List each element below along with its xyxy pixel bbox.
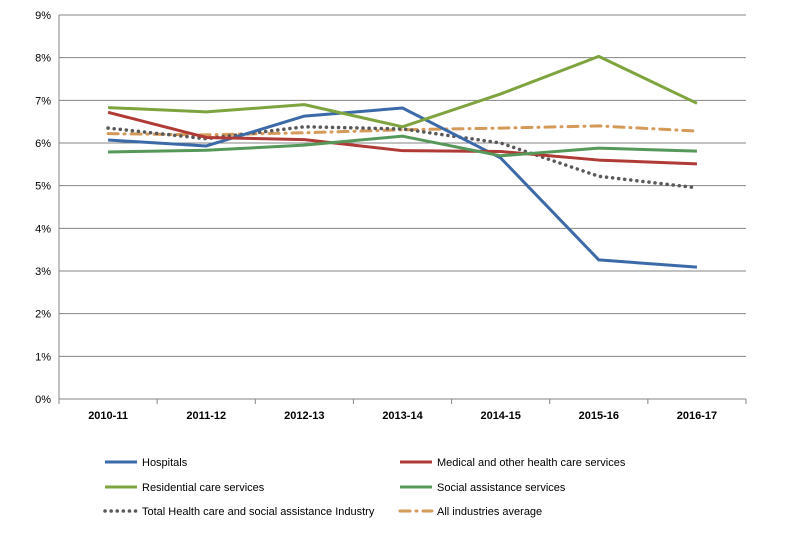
- legend-label: Residential care services: [142, 482, 265, 494]
- legend-item: Social assistance services: [400, 482, 566, 494]
- y-tick-label: 3%: [35, 266, 51, 278]
- legend-item: Medical and other health care services: [400, 457, 626, 469]
- data-point: [597, 55, 600, 58]
- y-tick-label: 2%: [35, 309, 51, 321]
- data-point: [499, 154, 502, 157]
- x-tick-label: 2016-17: [677, 410, 717, 422]
- y-axis-ticks: 0% 1% 2% 3% 4% 5% 6% 7% 8% 9%: [35, 10, 51, 406]
- legend-label: Hospitals: [142, 457, 188, 469]
- x-axis-ticks: 2010-11 2011-12 2012-13 2013-14 2014-15 2015-…: [88, 410, 717, 422]
- data-point: [695, 266, 698, 269]
- data-point: [107, 139, 110, 142]
- data-point: [303, 115, 306, 118]
- data-point: [303, 144, 306, 147]
- data-point: [303, 125, 306, 128]
- data-point: [597, 175, 600, 178]
- data-point: [499, 150, 502, 153]
- data-point: [303, 103, 306, 106]
- x-tick-label: 2015-16: [579, 410, 619, 422]
- x-tick-label: 2012-13: [284, 410, 324, 422]
- legend-label: Social assistance services: [437, 482, 566, 494]
- x-tick-label: 2011-12: [186, 410, 226, 422]
- legend-item: Residential care services: [105, 482, 265, 494]
- y-tick-label: 4%: [35, 223, 51, 235]
- legend-label: All industries average: [437, 506, 542, 518]
- data-point: [695, 102, 698, 105]
- y-tick-label: 8%: [35, 53, 51, 65]
- y-tick-label: 5%: [35, 181, 51, 193]
- data-point: [597, 258, 600, 261]
- data-point: [107, 150, 110, 153]
- legend: Hospitals Medical and other health care s…: [103, 457, 626, 518]
- legend-item: Hospitals: [105, 457, 188, 469]
- data-point: [401, 135, 404, 138]
- y-tick-label: 9%: [35, 10, 51, 22]
- series-line-3: [108, 134, 697, 158]
- data-point: [499, 92, 502, 95]
- data-point: [303, 138, 306, 141]
- y-tick-label: 7%: [35, 95, 51, 107]
- legend-label: Total Health care and social assistance …: [142, 506, 375, 518]
- data-point: [107, 132, 110, 135]
- y-tick-label: 6%: [35, 138, 51, 150]
- series-line-0: [107, 106, 698, 269]
- grid-lines: [58, 14, 747, 404]
- data-point: [499, 142, 502, 145]
- data-point: [205, 136, 208, 139]
- data-point: [107, 127, 110, 130]
- data-point: [499, 127, 502, 130]
- data-point: [205, 149, 208, 152]
- data-point: [205, 144, 208, 147]
- y-tick-label: 0%: [35, 394, 51, 406]
- legend-item: All industries average: [398, 506, 542, 518]
- data-point: [597, 147, 600, 150]
- data-point: [597, 159, 600, 162]
- data-point: [107, 106, 110, 109]
- data-point: [401, 107, 404, 110]
- data-point: [695, 150, 698, 153]
- data-point: [695, 162, 698, 165]
- data-point: [107, 111, 110, 114]
- data-point: [695, 186, 698, 189]
- series-line-5: [106, 124, 699, 137]
- legend-label: Medical and other health care services: [437, 457, 626, 469]
- data-point: [401, 125, 404, 128]
- data-point: [205, 110, 208, 113]
- data-point: [695, 130, 698, 133]
- series-lines: [106, 54, 699, 269]
- legend-item: Total Health care and social assistance …: [103, 506, 375, 518]
- y-tick-label: 1%: [35, 351, 51, 363]
- data-point: [597, 124, 600, 127]
- data-point: [401, 149, 404, 152]
- series-line-2: [108, 54, 698, 129]
- x-tick-label: 2014-15: [480, 410, 520, 422]
- series-line-1: [107, 110, 697, 166]
- x-tick-label: 2010-11: [88, 410, 128, 422]
- data-point: [303, 131, 306, 134]
- x-tick-label: 2013-14: [382, 410, 423, 422]
